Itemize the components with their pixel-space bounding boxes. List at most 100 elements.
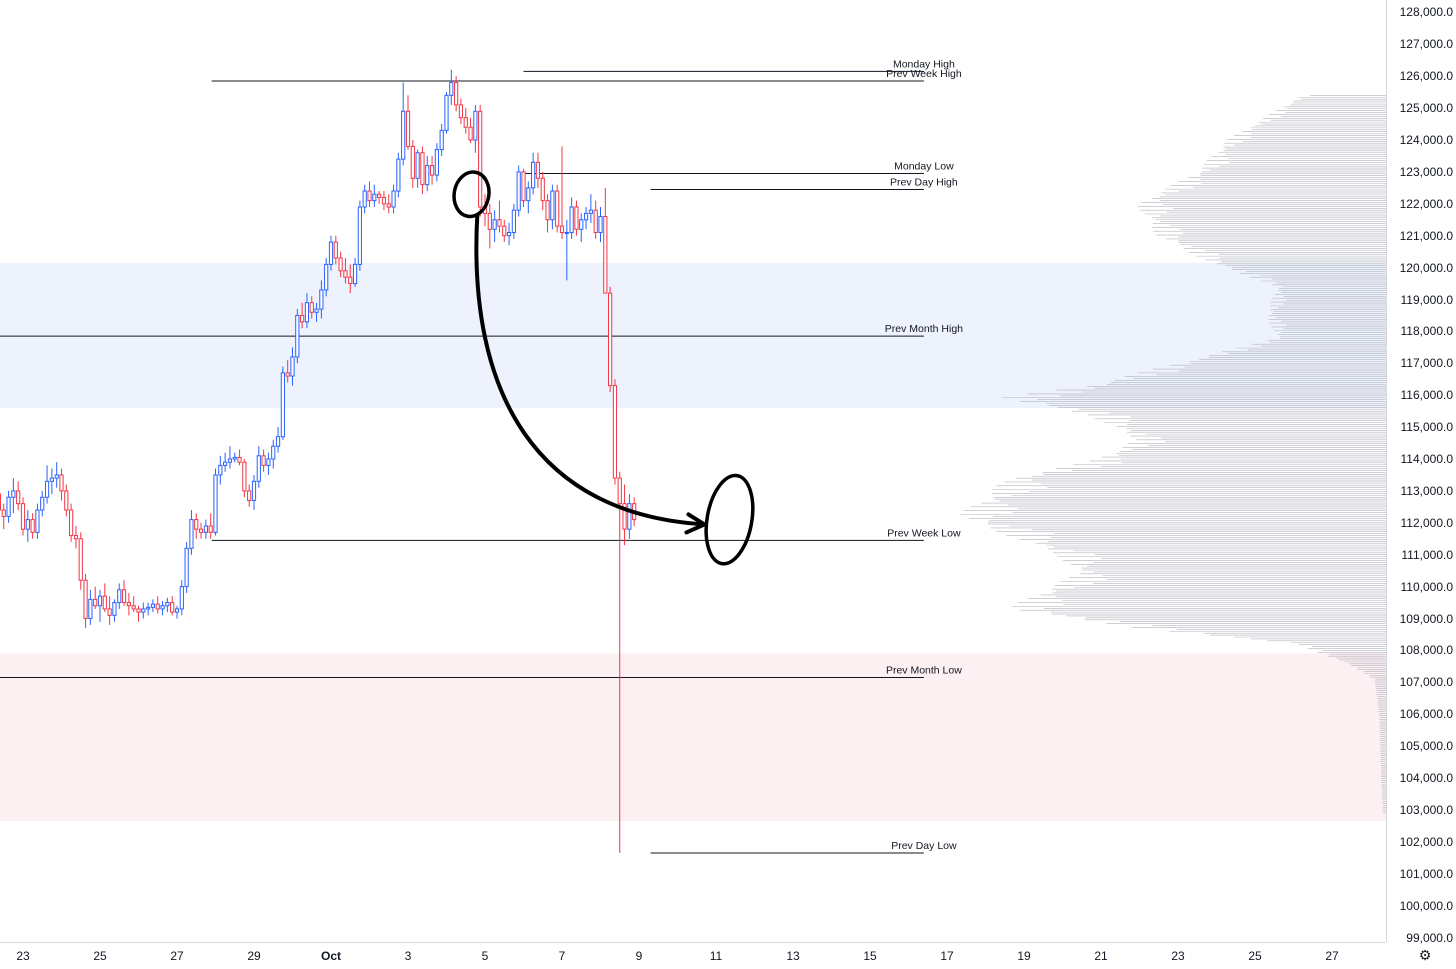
candle-body <box>324 263 329 291</box>
candle-body <box>608 292 613 387</box>
candle-body <box>372 193 377 202</box>
price-tick-label: 115,000.0 <box>1400 420 1454 435</box>
candles <box>0 69 637 853</box>
candle-body <box>112 602 117 616</box>
candle-body <box>208 525 213 533</box>
price-tick-label: 121,000.0 <box>1399 228 1453 243</box>
price-tick-label: 124,000.0 <box>1399 133 1453 147</box>
candle-body <box>35 509 40 533</box>
time-tick-label: 19 <box>1017 949 1031 963</box>
candle-body <box>463 117 468 128</box>
candle-body <box>179 586 184 610</box>
candle-body <box>49 477 54 482</box>
price-tick-label: 120,000.0 <box>1399 260 1453 275</box>
candle-body <box>449 82 454 96</box>
candle-body <box>338 257 343 272</box>
price-tick-label: 128,000.0 <box>1399 5 1453 20</box>
candle-body <box>386 203 391 208</box>
candle-body <box>198 528 204 533</box>
candle-body <box>381 196 387 205</box>
discount-zone <box>0 653 1386 822</box>
curve-arrow <box>474 212 707 527</box>
price-axis[interactable]: 128,000.0 127,000.0 126,000.0 125,000.0 124,… <box>1386 0 1456 945</box>
gear-icon[interactable]: ⚙ <box>1418 948 1432 964</box>
price-tick-label: 106,000.0 <box>1399 707 1453 722</box>
candle-body <box>6 496 11 517</box>
candle-body <box>405 110 411 147</box>
candle-body <box>531 161 536 189</box>
candle-body <box>434 149 439 176</box>
candle-body <box>401 110 406 160</box>
candle-body <box>275 436 281 447</box>
candle-body <box>352 263 358 285</box>
candle-body <box>54 474 59 479</box>
candle-body <box>319 289 324 310</box>
candle-body <box>622 503 627 530</box>
candle-body <box>521 171 526 202</box>
candle-body <box>612 385 618 479</box>
candle-body <box>545 200 550 221</box>
candle-body <box>117 589 122 604</box>
level-label: Prev Month Low <box>886 665 962 677</box>
candle-body <box>227 458 233 463</box>
candle-body <box>410 145 415 179</box>
candle-body <box>348 276 353 285</box>
candle-body <box>218 464 223 476</box>
candle-body <box>30 519 35 533</box>
candle-body <box>439 129 444 151</box>
candle-body <box>102 595 107 610</box>
candle-body <box>314 308 319 313</box>
candle-body <box>550 190 555 221</box>
candle-body <box>497 219 502 227</box>
candle-body <box>425 165 430 186</box>
candle-body <box>44 480 50 498</box>
price-tick-label: 123,000.0 <box>1399 164 1453 179</box>
level-label: Prev Day High <box>890 176 958 188</box>
candle-body <box>189 519 194 549</box>
price-tick-label: 114,000.0 <box>1400 452 1454 466</box>
candle-body <box>396 158 401 192</box>
candle-body <box>583 212 589 221</box>
time-tick-label: 25 <box>1248 949 1262 963</box>
time-tick-label: 21 <box>1094 949 1108 963</box>
candle-body <box>280 372 285 438</box>
candle-body <box>160 605 165 610</box>
candle-body <box>429 165 435 176</box>
candle-body <box>126 602 131 607</box>
candle-body <box>343 270 348 278</box>
candle-body <box>251 480 257 501</box>
candle-body <box>93 598 98 607</box>
price-tick-label: 110,000.0 <box>1400 579 1454 594</box>
candle-body <box>478 110 483 208</box>
candle-body <box>444 94 449 131</box>
candle-body <box>617 477 622 505</box>
price-tick-label: 109,000.0 <box>1399 611 1453 626</box>
price-tick-label: 101,000.0 <box>1399 866 1453 881</box>
candle-body <box>25 519 30 530</box>
arrow-head <box>684 512 707 535</box>
price-tick-label: 125,000.0 <box>1399 101 1453 116</box>
candle-body <box>458 104 464 119</box>
candle-body <box>261 455 266 466</box>
candle-body <box>290 356 295 377</box>
candle-body <box>357 206 362 265</box>
candle-body <box>367 190 372 202</box>
candle-body <box>526 187 531 202</box>
candle-body <box>502 225 507 237</box>
candle-body <box>121 589 127 604</box>
candle-body <box>391 190 396 208</box>
time-axis[interactable]: 23 25 27 29 Oct 3 5 7 9 11 13 15 17 19 21 23 25 27 <box>0 942 1386 969</box>
candle-body <box>415 152 420 179</box>
candle-body <box>473 110 478 141</box>
candle-body <box>73 535 79 540</box>
price-tick-label: 112,000.0 <box>1400 515 1454 530</box>
price-tick-label: 107,000.0 <box>1399 675 1453 690</box>
time-tick-label: 29 <box>247 949 261 963</box>
candle-body <box>300 314 305 323</box>
candle-body <box>1 509 6 517</box>
price-tick-label: 111,000.0 <box>1401 547 1453 562</box>
candle-body <box>194 519 199 530</box>
candle-body <box>97 595 103 607</box>
